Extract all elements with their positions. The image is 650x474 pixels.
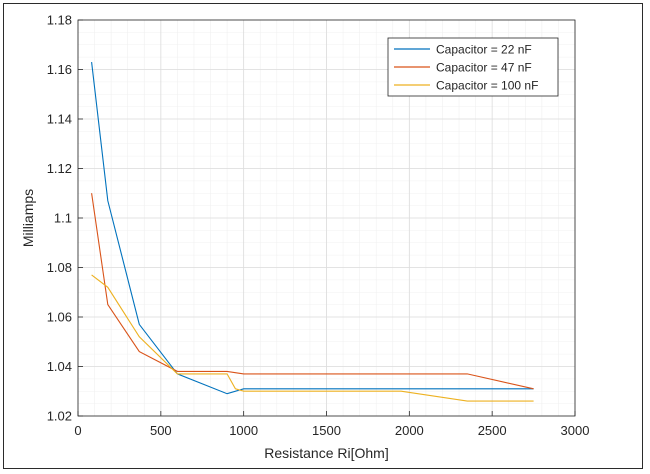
legend-label: Capacitor = 47 nF — [436, 61, 532, 75]
y-tick-label: 1.14 — [47, 112, 72, 127]
legend-label: Capacitor = 22 nF — [436, 43, 532, 57]
plot-border — [77, 19, 576, 417]
legend-label: Capacitor = 100 nF — [436, 79, 538, 93]
tick-labels: 0 500 1000 1500 2000 2500 3000 1.02 1.04 1.06 1.08… — [47, 13, 590, 439]
y-tick-label: 1.12 — [47, 161, 72, 176]
x-tick-label: 2500 — [478, 423, 507, 438]
x-tick-label: 2000 — [395, 423, 424, 438]
y-tick-label: 1.18 — [47, 13, 72, 28]
y-axis-label: Milliamps — [20, 189, 36, 247]
x-tick-label: 0 — [74, 423, 81, 438]
series-lines — [91, 62, 534, 402]
y-tick-label: 1.1 — [54, 211, 72, 226]
series-line-3 — [91, 274, 534, 402]
x-axis-label: Resistance Ri[Ohm] — [264, 445, 388, 461]
y-tick-label: 1.02 — [47, 409, 72, 424]
x-tick-label: 3000 — [561, 423, 590, 438]
figure-frame — [3, 3, 643, 469]
x-tick-label: 1500 — [312, 423, 341, 438]
y-tick-label: 1.08 — [47, 260, 72, 275]
x-tick-label: 500 — [150, 423, 172, 438]
y-tick-label: 1.16 — [47, 62, 72, 77]
y-tick-label: 1.06 — [47, 310, 72, 325]
y-tick-label: 1.04 — [47, 359, 72, 374]
x-tick-label: 1000 — [229, 423, 258, 438]
legend: Capacitor = 22 nF Capacitor = 47 nF Capaci… — [387, 37, 559, 97]
series-line-2 — [91, 193, 534, 390]
